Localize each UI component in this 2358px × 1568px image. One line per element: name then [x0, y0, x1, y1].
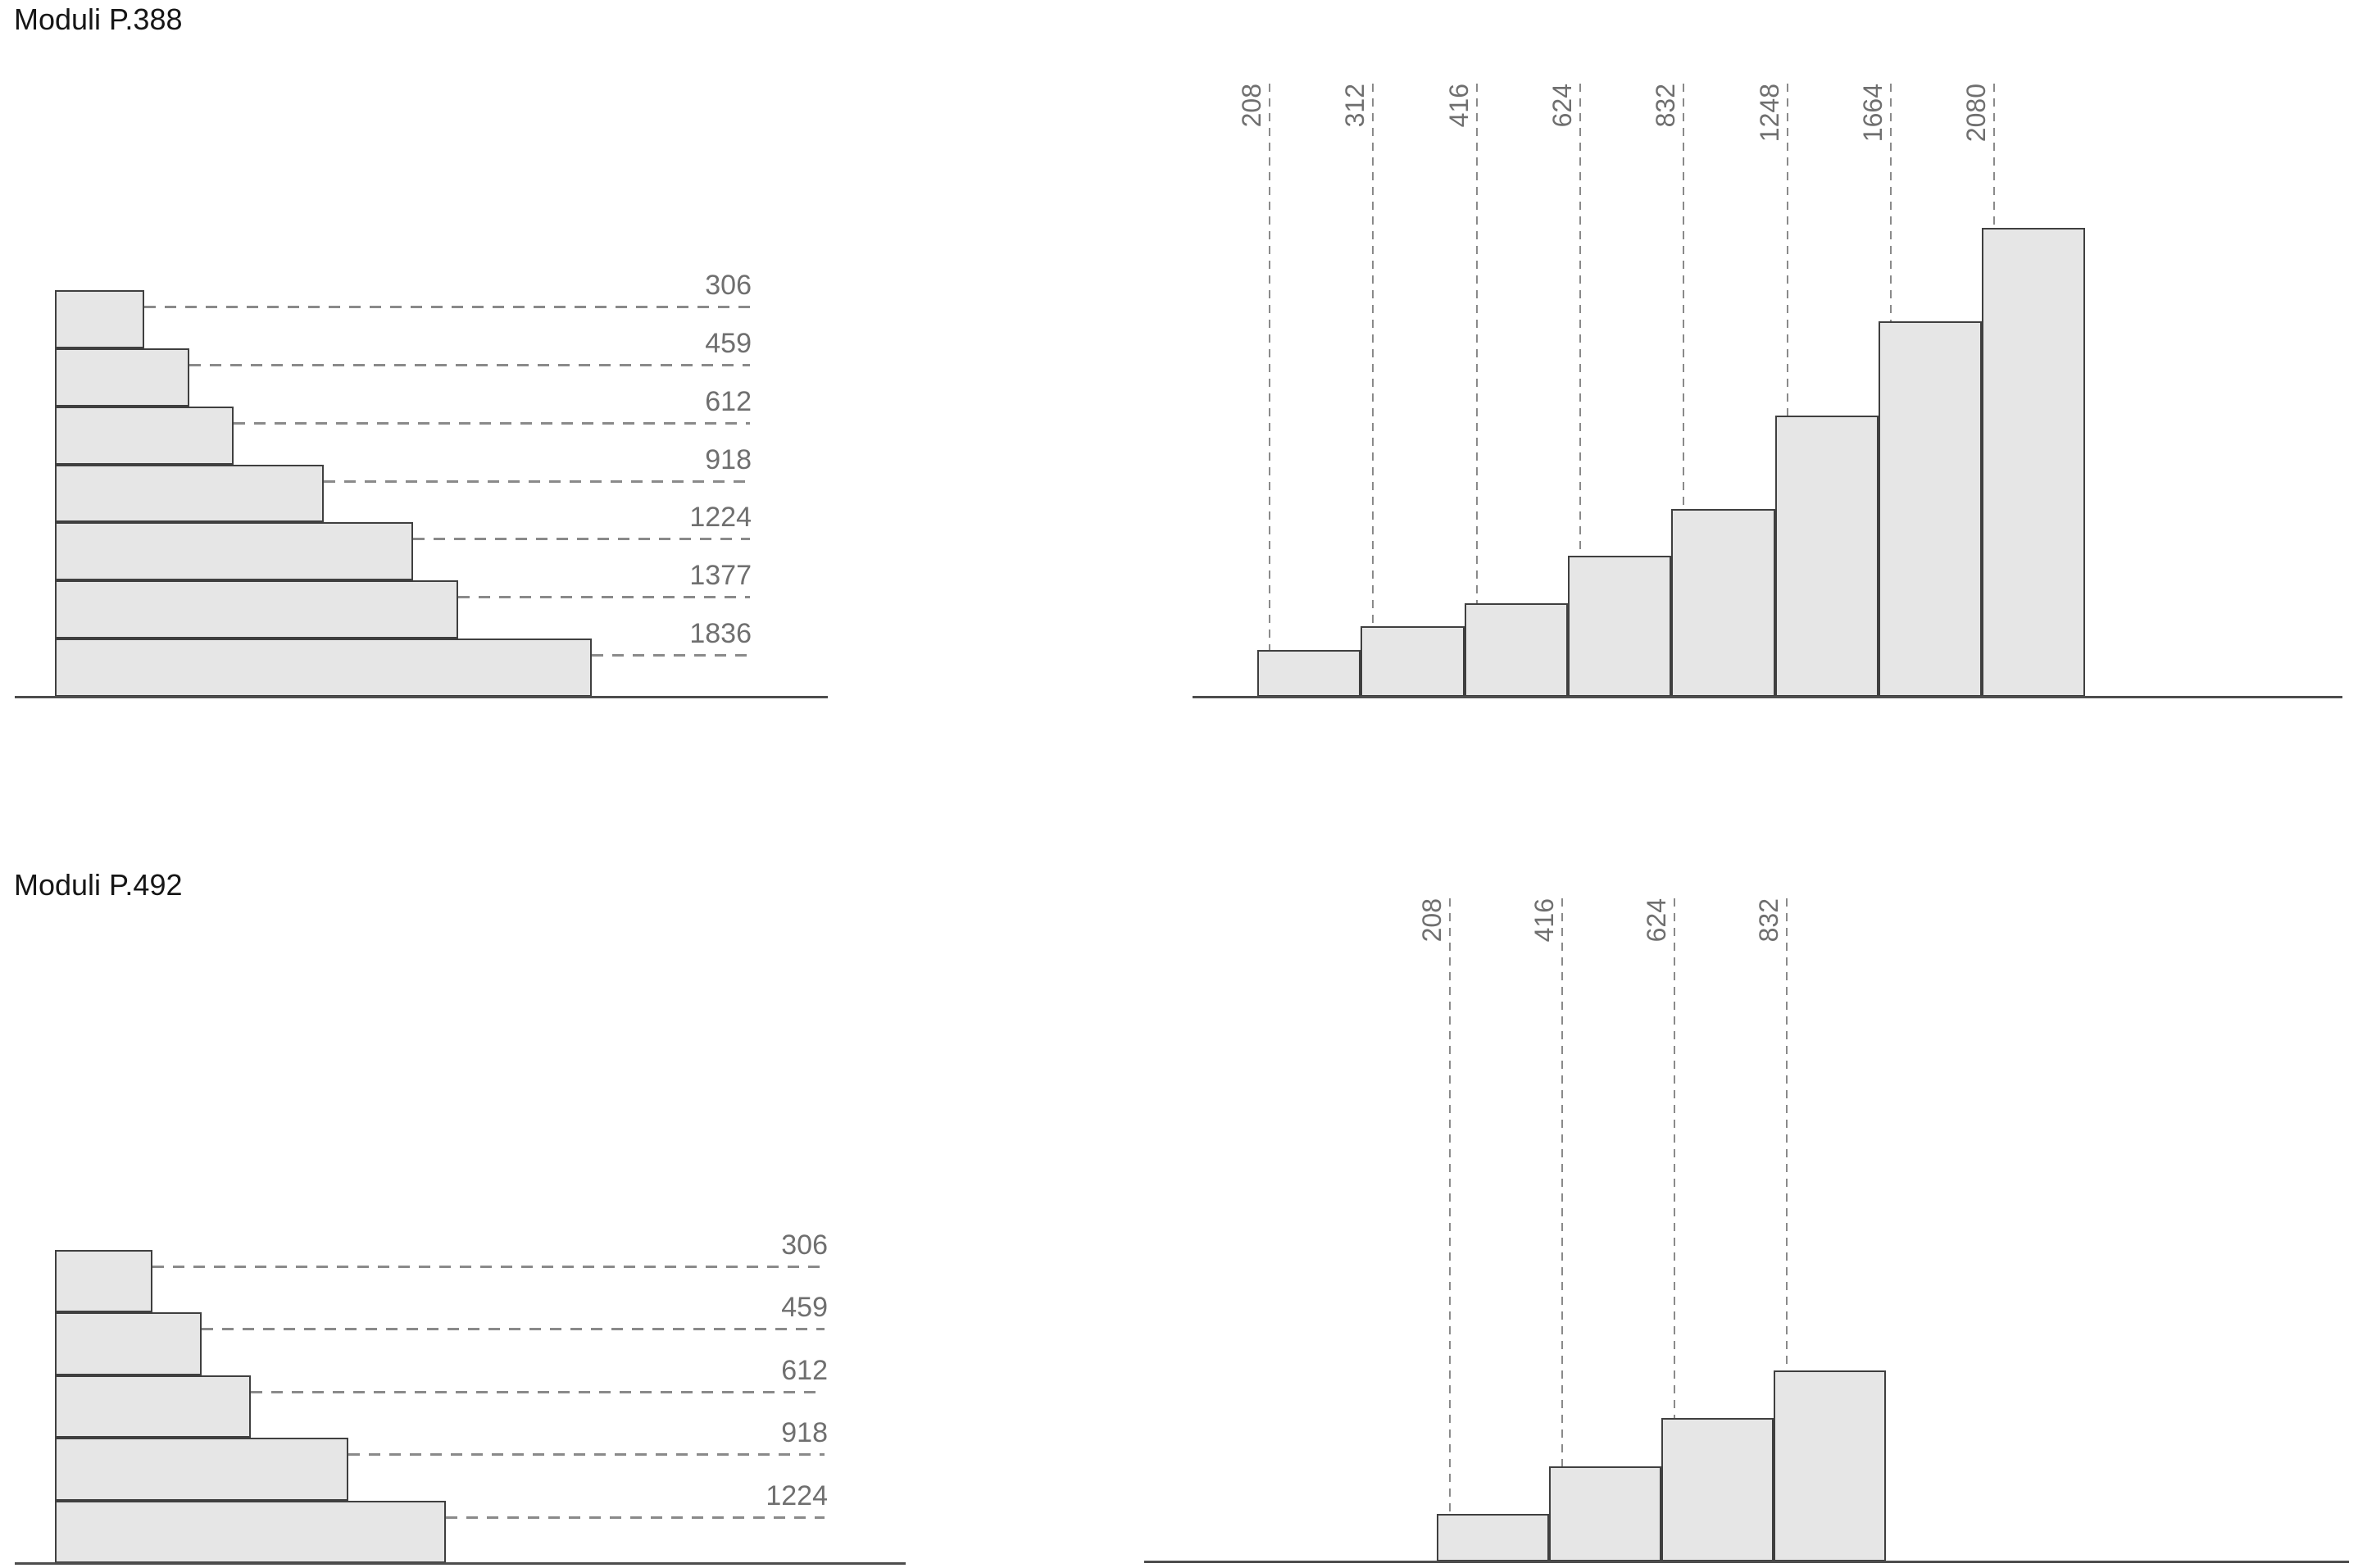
bar — [1775, 416, 1879, 697]
leader-line — [324, 480, 750, 483]
bar — [55, 1375, 251, 1438]
bar — [1437, 1514, 1549, 1561]
bar — [1549, 1466, 1661, 1561]
value-label: 208 — [1237, 84, 1266, 128]
value-label: 1377 — [689, 560, 752, 591]
bar — [55, 407, 234, 465]
bar — [55, 1312, 202, 1375]
baseline — [1144, 1561, 2349, 1563]
leader-line — [1683, 84, 1684, 509]
value-label: 624 — [1547, 84, 1577, 128]
bar — [1671, 509, 1775, 697]
leader-line — [144, 306, 750, 308]
value-label: 2080 — [1961, 84, 1991, 143]
leader-line — [1561, 898, 1563, 1466]
value-label: 624 — [1642, 898, 1671, 943]
value-label: 416 — [1529, 898, 1559, 943]
leader-line — [152, 1266, 825, 1268]
value-label: 612 — [705, 386, 752, 417]
leader-line — [202, 1328, 825, 1330]
leader-line — [1579, 84, 1581, 556]
baseline — [15, 696, 828, 698]
leader-line — [189, 364, 750, 366]
value-label: 1224 — [689, 502, 752, 533]
leader-line — [1372, 84, 1374, 626]
bar — [55, 1501, 446, 1563]
value-label: 459 — [781, 1292, 828, 1323]
bar — [1568, 556, 1671, 697]
leader-line — [1269, 84, 1270, 650]
value-label: 1836 — [689, 618, 752, 649]
leader-line — [1787, 84, 1788, 416]
bar — [55, 290, 144, 348]
leader-line — [1476, 84, 1478, 603]
bar — [55, 465, 324, 522]
leader-line — [1993, 84, 1995, 228]
value-label: 416 — [1444, 84, 1474, 128]
section-title-p492: Moduli P.492 — [14, 868, 183, 902]
bar — [1982, 228, 2085, 697]
bar — [1774, 1370, 1886, 1561]
bar — [55, 522, 413, 580]
value-label: 832 — [1754, 898, 1783, 943]
bar — [1361, 626, 1465, 697]
section-title-p388: Moduli P.388 — [14, 2, 183, 36]
bar — [55, 1250, 152, 1312]
leader-line — [234, 422, 750, 425]
bar — [55, 348, 189, 407]
leader-line — [413, 538, 750, 540]
leader-line — [348, 1453, 825, 1456]
value-label: 918 — [781, 1417, 828, 1448]
bar — [55, 639, 592, 697]
leader-line — [446, 1516, 825, 1519]
leader-line — [458, 596, 750, 598]
leader-line — [1786, 898, 1788, 1370]
value-label: 306 — [781, 1229, 828, 1261]
value-label: 1224 — [766, 1480, 828, 1511]
value-label: 832 — [1651, 84, 1680, 128]
value-label: 1248 — [1755, 84, 1784, 143]
value-label: 612 — [781, 1355, 828, 1386]
baseline — [15, 1562, 906, 1565]
value-label: 459 — [705, 328, 752, 359]
value-label: 306 — [705, 270, 752, 301]
leader-line — [1674, 898, 1675, 1418]
bar — [55, 580, 458, 639]
value-label: 918 — [705, 444, 752, 475]
bar — [1257, 650, 1361, 697]
bar — [1879, 321, 1982, 697]
leader-line — [1890, 84, 1892, 321]
bar — [55, 1438, 348, 1501]
baseline — [1193, 696, 2342, 698]
bar — [1661, 1418, 1774, 1561]
value-label: 1664 — [1858, 84, 1888, 143]
value-label: 208 — [1417, 898, 1447, 943]
leader-line — [1449, 898, 1451, 1514]
leader-line — [592, 654, 750, 657]
value-label: 312 — [1340, 84, 1370, 128]
bar — [1465, 603, 1568, 697]
leader-line — [251, 1391, 825, 1393]
